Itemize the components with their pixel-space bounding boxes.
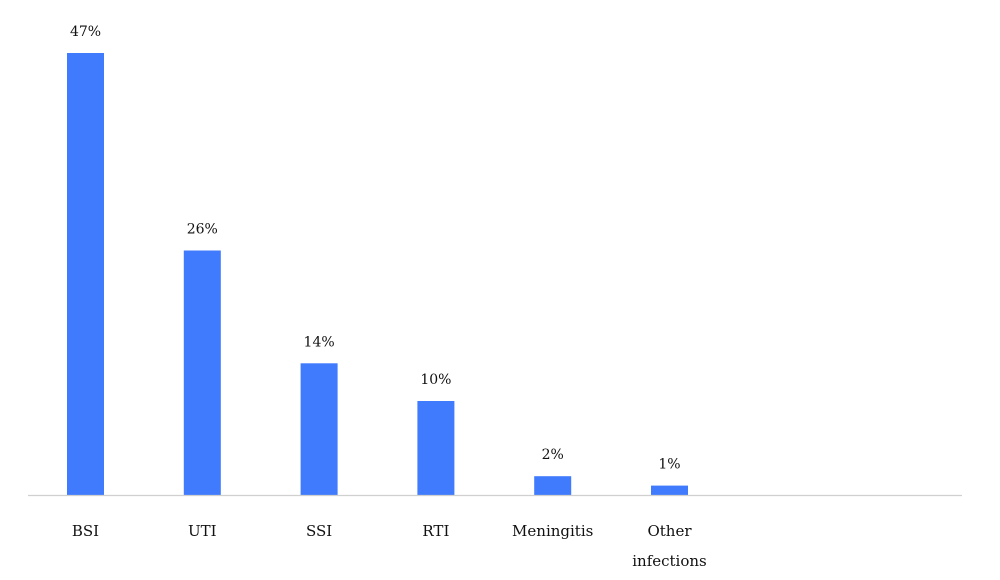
value-label-rti: 10% [420, 372, 451, 388]
value-label-other-infections: 1% [658, 457, 680, 473]
bars-group [67, 53, 688, 495]
bar-other-infections [651, 485, 688, 495]
x-tick-labels-group: BSI UTI SSI RTI Meningitis Other infections [72, 522, 707, 570]
x-tick-label-ssi: SSI [306, 522, 332, 540]
x-tick-label-uti: UTI [188, 522, 217, 540]
value-label-bsi: 47% [70, 24, 101, 40]
x-tick-label-bsi: BSI [72, 522, 99, 540]
bar-meningitis [534, 476, 572, 495]
value-labels-group: 47% 26% 14% 10% 2% 1% [70, 24, 681, 473]
x-tick-label-meningitis: Meningitis [512, 522, 593, 540]
bar-rti [417, 401, 455, 495]
bar-bsi [67, 53, 104, 495]
value-label-ssi: 14% [304, 334, 335, 350]
x-tick-label-rti: RTI [422, 522, 449, 540]
value-label-meningitis: 2% [542, 447, 564, 463]
bar-ssi [300, 363, 338, 495]
value-label-uti: 26% [187, 222, 218, 238]
x-tick-label-other-infections: Other infections [632, 522, 707, 570]
bar-uti [183, 250, 221, 495]
